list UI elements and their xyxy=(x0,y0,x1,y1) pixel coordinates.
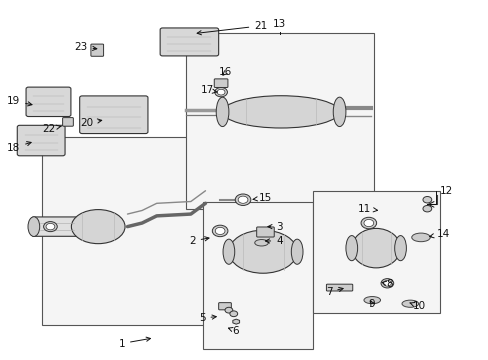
Circle shape xyxy=(422,206,431,212)
Ellipse shape xyxy=(332,97,345,127)
Circle shape xyxy=(217,89,224,95)
Text: 19: 19 xyxy=(7,96,32,106)
FancyBboxPatch shape xyxy=(62,118,73,126)
Ellipse shape xyxy=(71,210,125,244)
Text: 18: 18 xyxy=(7,141,31,153)
Text: 2: 2 xyxy=(189,236,208,246)
Ellipse shape xyxy=(291,239,303,264)
Bar xyxy=(203,202,312,348)
FancyBboxPatch shape xyxy=(218,303,231,310)
FancyBboxPatch shape xyxy=(256,227,274,237)
Ellipse shape xyxy=(351,228,400,268)
Text: 12: 12 xyxy=(439,186,452,197)
FancyBboxPatch shape xyxy=(17,125,65,156)
Text: 5: 5 xyxy=(199,313,216,323)
Text: 7: 7 xyxy=(325,287,343,297)
Circle shape xyxy=(224,307,232,313)
Ellipse shape xyxy=(216,97,228,127)
Text: 20: 20 xyxy=(80,118,102,128)
FancyBboxPatch shape xyxy=(326,284,352,291)
Text: 23: 23 xyxy=(74,42,97,52)
Ellipse shape xyxy=(345,235,357,261)
Circle shape xyxy=(360,217,376,229)
Text: 10: 10 xyxy=(409,301,425,311)
Circle shape xyxy=(238,196,247,203)
Circle shape xyxy=(229,311,237,317)
Text: 15: 15 xyxy=(253,193,272,203)
Ellipse shape xyxy=(228,230,297,273)
Ellipse shape xyxy=(401,300,418,307)
Bar xyxy=(312,191,439,313)
Ellipse shape xyxy=(222,96,339,128)
Circle shape xyxy=(363,220,373,226)
Circle shape xyxy=(235,194,250,206)
Text: 3: 3 xyxy=(267,222,282,231)
Circle shape xyxy=(422,197,431,203)
Circle shape xyxy=(383,280,390,286)
Text: 1: 1 xyxy=(118,337,150,348)
Ellipse shape xyxy=(411,233,429,242)
FancyBboxPatch shape xyxy=(160,28,218,56)
Circle shape xyxy=(380,279,393,288)
Text: 16: 16 xyxy=(219,67,232,77)
Circle shape xyxy=(214,87,227,97)
Polygon shape xyxy=(232,319,239,324)
Circle shape xyxy=(215,227,224,234)
Bar xyxy=(42,137,222,325)
FancyBboxPatch shape xyxy=(80,96,148,134)
Text: 17: 17 xyxy=(201,85,217,95)
Text: 13: 13 xyxy=(272,19,285,30)
FancyBboxPatch shape xyxy=(91,44,103,56)
Circle shape xyxy=(46,224,55,230)
Ellipse shape xyxy=(254,239,268,246)
Ellipse shape xyxy=(28,217,40,237)
Text: 4: 4 xyxy=(265,236,282,246)
Ellipse shape xyxy=(394,235,406,261)
Text: 6: 6 xyxy=(228,325,239,336)
Text: 8: 8 xyxy=(381,279,392,289)
Text: 9: 9 xyxy=(368,299,375,309)
Bar xyxy=(185,33,373,209)
FancyBboxPatch shape xyxy=(214,79,227,87)
Ellipse shape xyxy=(363,297,380,304)
Text: 14: 14 xyxy=(429,229,449,239)
Text: 21: 21 xyxy=(197,21,267,35)
Text: 22: 22 xyxy=(42,124,61,134)
FancyBboxPatch shape xyxy=(31,217,82,236)
Circle shape xyxy=(212,225,227,237)
FancyBboxPatch shape xyxy=(26,87,71,117)
Circle shape xyxy=(43,222,57,231)
Ellipse shape xyxy=(223,239,234,264)
Text: 11: 11 xyxy=(357,204,377,214)
